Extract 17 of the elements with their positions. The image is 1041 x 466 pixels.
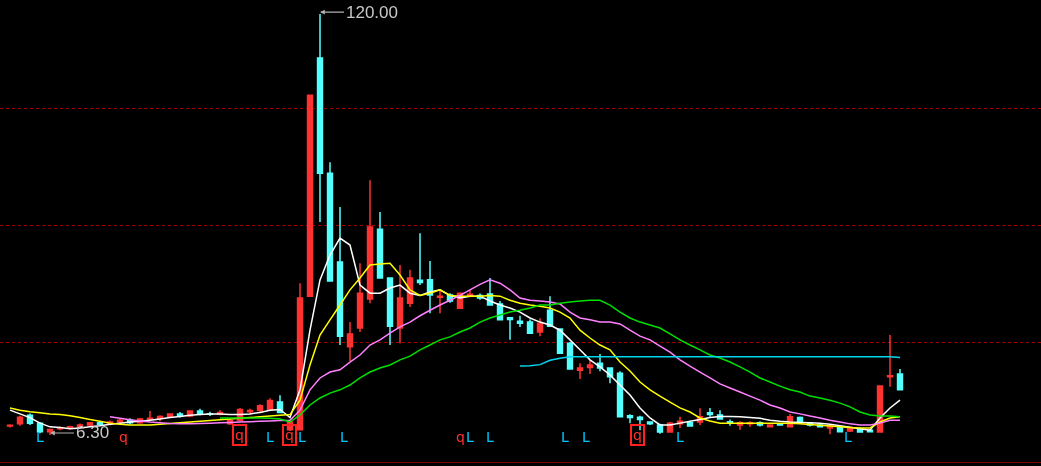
annotation: q (456, 429, 465, 445)
annotation: L (676, 429, 684, 445)
annotation: L (36, 429, 44, 445)
annotation: L (466, 429, 474, 445)
annotation: 6.30 (76, 423, 110, 442)
annotation: L (340, 429, 348, 445)
annotation: L (582, 429, 590, 445)
annotation: q (235, 427, 244, 443)
annotation: q (119, 429, 128, 445)
annotation: L (298, 429, 306, 445)
annotation: L (486, 429, 494, 445)
annotation: L (266, 429, 274, 445)
annotation: L (561, 429, 569, 445)
annotation: q (285, 427, 294, 443)
annotation: 120.00 (346, 3, 398, 22)
annotation: q (633, 427, 642, 443)
annotation: L (844, 429, 852, 445)
